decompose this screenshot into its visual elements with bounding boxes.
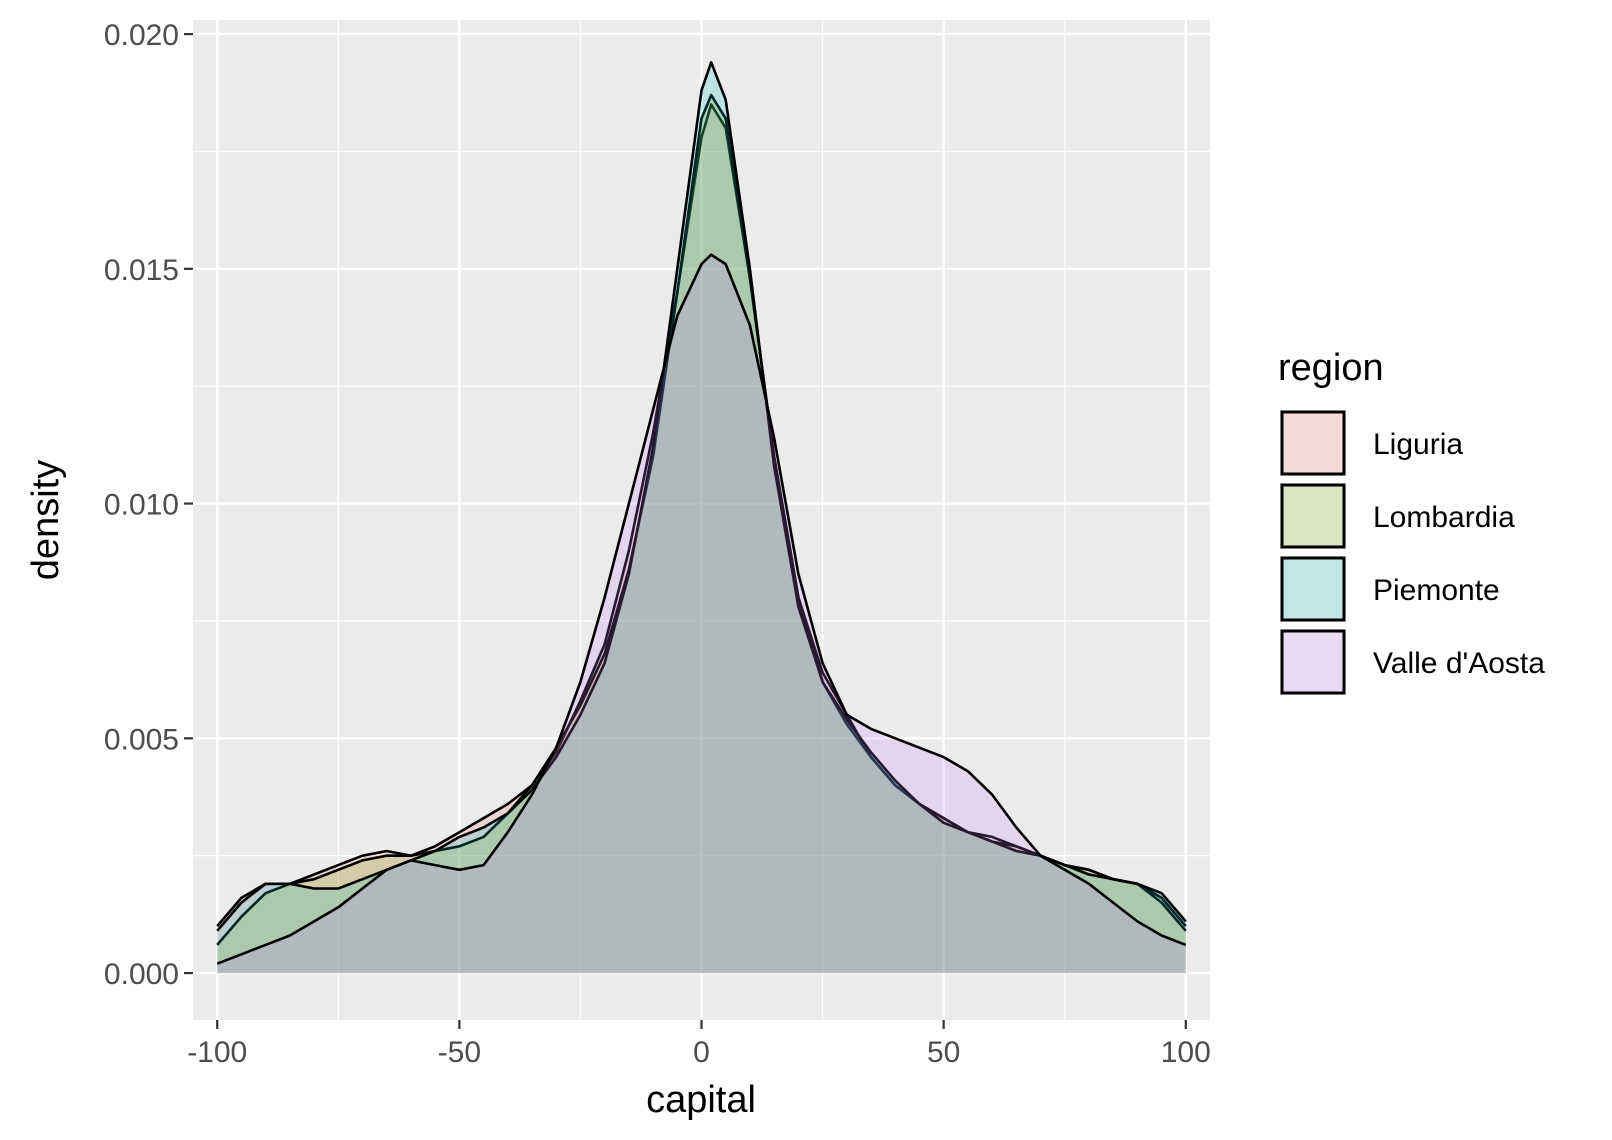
y-tick-label: 0.000 bbox=[104, 958, 179, 991]
density-area-liguria bbox=[217, 104, 1186, 974]
legend-key-liguria bbox=[1280, 410, 1346, 476]
density-area-piemonte bbox=[217, 62, 1186, 974]
legend-key-bg-liguria bbox=[1280, 410, 1346, 476]
y-axis-title: density bbox=[25, 460, 67, 580]
legend-key-piemonte bbox=[1280, 556, 1346, 622]
legend-label-valle-d-aosta: Valle d'Aosta bbox=[1373, 647, 1545, 680]
legend-key-bg-lombardia bbox=[1280, 483, 1346, 549]
density-areas bbox=[216, 61, 1187, 974]
y-tick-labels: 0.000 0.005 0.010 0.015 0.020 bbox=[104, 19, 179, 991]
legend: region Liguria Lombardia Piemonte Valle d'A… bbox=[1278, 347, 1545, 695]
legend-title: region bbox=[1278, 347, 1384, 389]
legend-label-piemonte: Piemonte bbox=[1373, 574, 1500, 607]
legend-key-bg-piemonte bbox=[1280, 556, 1346, 622]
density-area-valle-d-aosta bbox=[217, 254, 1186, 974]
x-tick-label: 50 bbox=[927, 1036, 960, 1069]
legend-items: Liguria Lombardia Piemonte Valle d'Aosta bbox=[1280, 410, 1545, 695]
density-area-lombardia bbox=[217, 95, 1186, 974]
axis-ticks bbox=[184, 32, 1187, 1029]
y-tick-label: 0.015 bbox=[104, 254, 179, 287]
y-tick-label: 0.005 bbox=[104, 723, 179, 756]
density-line-valle-d-aosta bbox=[216, 253, 1187, 965]
x-tick-label: 0 bbox=[693, 1036, 710, 1069]
major-gridlines bbox=[193, 20, 1210, 1020]
legend-key-valle-d-aosta bbox=[1280, 629, 1346, 695]
x-tick-label: -100 bbox=[187, 1036, 247, 1069]
legend-label-liguria: Liguria bbox=[1373, 428, 1463, 461]
x-tick-label: -50 bbox=[438, 1036, 481, 1069]
y-tick-label: 0.020 bbox=[104, 19, 179, 52]
legend-key-lombardia bbox=[1280, 483, 1346, 549]
legend-key-bg-valle-d-aosta bbox=[1280, 629, 1346, 695]
x-axis-title: capital bbox=[646, 1079, 756, 1121]
y-tick-label: 0.010 bbox=[104, 489, 179, 522]
x-tick-labels: -100 -50 0 50 100 bbox=[187, 1036, 1211, 1069]
density-line-lombardia bbox=[216, 93, 1187, 946]
x-tick-label: 100 bbox=[1161, 1036, 1211, 1069]
legend-label-lombardia: Lombardia bbox=[1373, 501, 1515, 534]
